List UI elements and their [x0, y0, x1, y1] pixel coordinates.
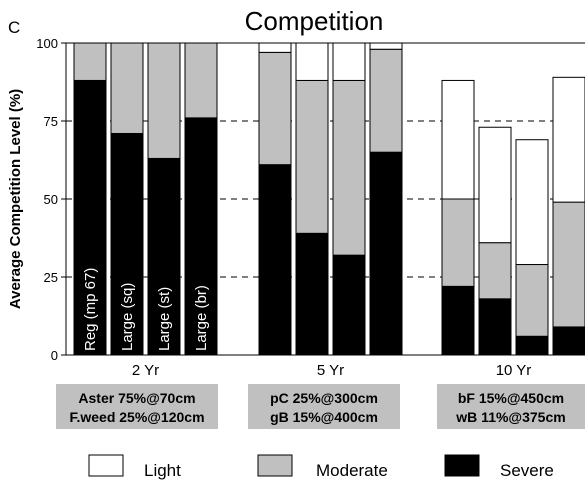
bar-2-3-severe [552, 326, 585, 356]
annotation-line-0-1: F.weed 25%@120cm [69, 409, 204, 425]
bar-label-0-3: Large (br) [193, 285, 210, 351]
annotation-box-0 [56, 384, 218, 429]
legend-label-light: Light [144, 461, 181, 480]
bar-0-2-severe [147, 157, 181, 356]
bar-0-0-moderate [73, 42, 107, 81]
annotation-box-1 [248, 384, 400, 429]
bar-2-1-moderate [478, 242, 512, 300]
y-axis-label: Average Competition Level (%) [7, 89, 24, 309]
legend: Light Moderate Severe [88, 454, 554, 480]
bar-2-2-severe [515, 335, 549, 356]
group-label-2: 10 Yr [496, 362, 532, 379]
bar-2-0-severe [441, 285, 475, 356]
y-tick-label-50: 50 [44, 192, 58, 207]
legend-label-severe: Severe [500, 461, 554, 480]
bar-2-1-light [478, 126, 512, 244]
bar-0-3-moderate [184, 42, 218, 119]
annotations: Aster 75%@70cm F.weed 25%@120cm pC 25%@300… [56, 384, 585, 429]
bars [73, 42, 585, 356]
bar-1-2-light [332, 42, 366, 81]
annotation-box-2 [437, 384, 585, 429]
y-tick-label-75: 75 [44, 114, 58, 129]
bar-1-3-moderate [369, 48, 403, 153]
bar-label-0-2: Large (st) [156, 287, 173, 351]
annotation-line-2-1: wB 11%@375cm [455, 409, 565, 425]
bar-1-3-severe [369, 151, 403, 356]
legend-swatch-light [88, 454, 124, 477]
y-tick-label-25: 25 [44, 270, 58, 285]
bar-1-1-moderate [295, 79, 329, 234]
labels: Reg (mp 67) Large (sq) Large (st) Large (br… [82, 268, 531, 379]
panel-letter: C [8, 18, 20, 37]
group-label-1: 5 Yr [317, 362, 344, 379]
annotation-line-1-1: gB 15%@400cm [270, 409, 378, 425]
bar-1-0-moderate [258, 51, 292, 166]
bar-1-1-light [295, 42, 329, 81]
bar-0-2-moderate [147, 42, 181, 159]
bar-2-3-light [552, 76, 585, 203]
bar-2-0-moderate [441, 198, 475, 287]
bar-2-3-moderate [552, 201, 585, 328]
bar-1-0-light [258, 42, 292, 53]
axes: 0 25 50 75 100 [36, 36, 585, 363]
bar-2-0-light [441, 79, 475, 200]
bar-label-0-1: Large (sq) [119, 283, 136, 351]
bar-2-2-moderate [515, 264, 549, 337]
legend-label-moderate: Moderate [316, 461, 388, 480]
bar-0-3-severe [184, 117, 218, 356]
y-tick-label-0: 0 [51, 348, 58, 363]
bar-1-1-severe [295, 232, 329, 356]
bar-1-2-severe [332, 254, 366, 356]
bar-label-0-0: Reg (mp 67) [82, 268, 99, 351]
bar-2-1-severe [478, 298, 512, 356]
bar-2-2-light [515, 139, 549, 266]
bar-0-1-moderate [110, 42, 144, 134]
y-tick-label-100: 100 [36, 36, 58, 51]
annotation-line-1-0: pC 25%@300cm [270, 390, 378, 406]
bar-0-0-severe [73, 79, 107, 356]
chart-title: Competition [245, 6, 384, 36]
group-label-0: 2 Yr [132, 362, 159, 379]
bar-1-3-light [369, 42, 403, 50]
legend-swatch-severe [444, 454, 480, 477]
legend-swatch-moderate [257, 454, 293, 477]
annotation-line-2-0: bF 15%@450cm [458, 390, 564, 406]
bar-1-0-severe [258, 164, 292, 356]
bar-1-2-moderate [332, 79, 366, 256]
annotation-line-0-0: Aster 75%@70cm [78, 390, 195, 406]
